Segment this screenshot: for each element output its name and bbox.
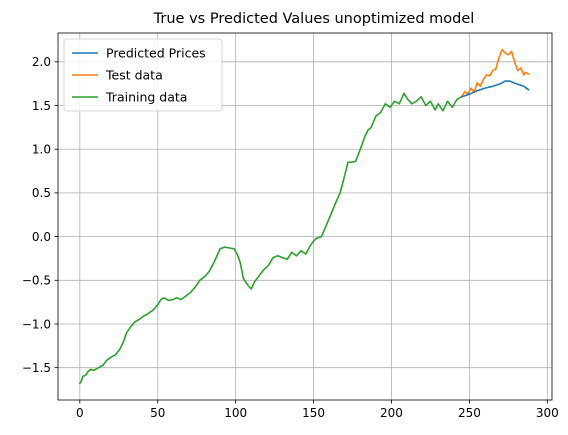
series-line-predicted-prices <box>460 80 530 98</box>
x-tick-label: 250 <box>458 406 481 420</box>
y-tick-label: −1.5 <box>22 361 51 375</box>
y-tick-label: 2.0 <box>32 55 51 69</box>
y-tick-label: 0.0 <box>32 230 51 244</box>
x-tick-label: 150 <box>302 406 325 420</box>
legend: Predicted Prices Test data Training data <box>63 38 223 112</box>
series-layer <box>79 48 530 385</box>
legend-label-training-data: Training data <box>105 90 187 105</box>
plot-frame <box>57 32 553 401</box>
chart-title: True vs Predicted Values unoptimized mod… <box>153 11 475 27</box>
y-tick-label: 1.5 <box>32 99 51 113</box>
y-tick-label: 1.0 <box>32 143 51 157</box>
x-tick-label: 50 <box>150 406 165 420</box>
x-tick-label: 300 <box>536 406 559 420</box>
y-tick-label: 0.5 <box>32 186 51 200</box>
y-tick-label: −0.5 <box>22 274 51 288</box>
y-tick-label: −1.0 <box>22 317 51 331</box>
grid-lines <box>58 33 552 400</box>
axes: 0 50 100 150 200 250 300 −1.5 −1.0 −0.5 0.0 0.5 1.0 1… <box>22 55 559 420</box>
legend-label-test-data: Test data <box>105 68 163 83</box>
x-tick-label: 100 <box>224 406 247 420</box>
series-line-training-data <box>79 92 463 385</box>
legend-label-predicted-prices: Predicted Prices <box>106 46 206 61</box>
x-tick-label: 0 <box>76 406 84 420</box>
x-tick-label: 200 <box>380 406 403 420</box>
series-line-test-data <box>460 48 530 98</box>
legend-box <box>63 38 223 112</box>
